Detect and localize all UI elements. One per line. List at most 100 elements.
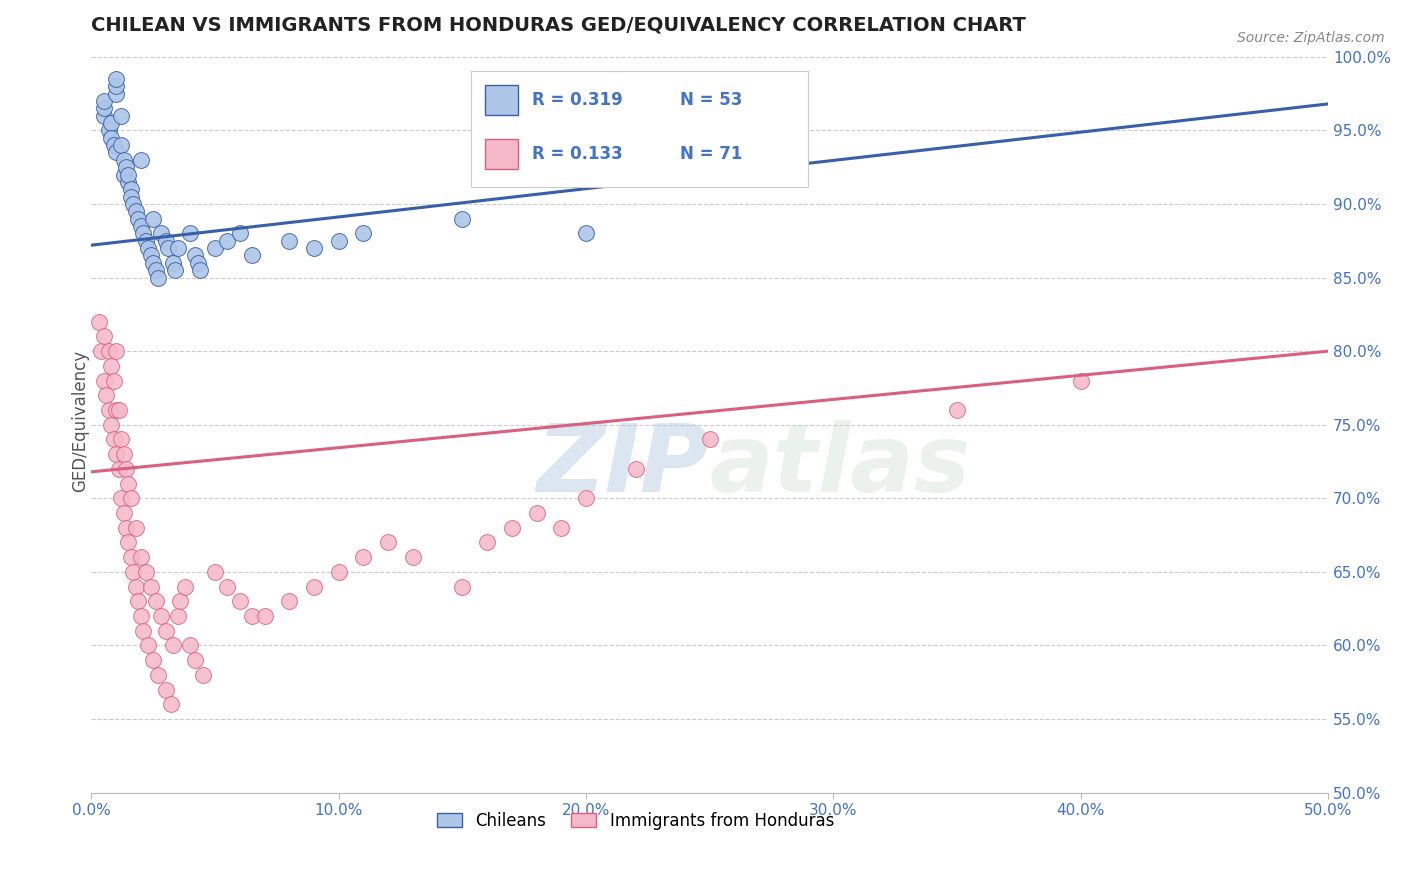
Text: Source: ZipAtlas.com: Source: ZipAtlas.com [1237, 31, 1385, 45]
Point [204, 565, 226, 579]
Point [100, 417, 122, 432]
Point [100, 359, 122, 373]
Point [110, 109, 132, 123]
Point [352, 227, 374, 241]
Point [129, 219, 152, 233]
Point [155, 682, 177, 697]
Point [229, 227, 252, 241]
Point [100, 116, 122, 130]
Point [112, 168, 135, 182]
Point [278, 234, 301, 248]
Point [117, 168, 139, 182]
Point [90, 344, 112, 359]
Point [328, 565, 350, 579]
Point [278, 594, 301, 608]
Point [188, 263, 211, 277]
Point [93, 329, 115, 343]
Point [103, 374, 125, 388]
Point [112, 447, 135, 461]
Point [174, 580, 197, 594]
Point [120, 189, 142, 203]
Point [110, 491, 132, 506]
Point [93, 374, 115, 388]
Point [110, 433, 132, 447]
Text: CHILEAN VS IMMIGRANTS FROM HONDURAS GED/EQUIVALENCY CORRELATION CHART: CHILEAN VS IMMIGRANTS FROM HONDURAS GED/… [91, 15, 1026, 34]
Text: R = 0.133: R = 0.133 [531, 145, 623, 162]
Point [575, 227, 598, 241]
Text: N = 53: N = 53 [681, 91, 742, 110]
Text: atlas: atlas [710, 419, 972, 512]
Point [253, 609, 276, 624]
Text: N = 71: N = 71 [681, 145, 742, 162]
Point [142, 211, 165, 226]
Point [139, 248, 162, 262]
Point [191, 668, 214, 682]
Point [96, 388, 118, 402]
Point [501, 521, 523, 535]
Point [451, 580, 474, 594]
Point [129, 550, 152, 565]
Text: R = 0.319: R = 0.319 [531, 91, 623, 110]
Point [103, 433, 125, 447]
Point [155, 624, 177, 638]
Point [129, 153, 152, 167]
Point [229, 594, 252, 608]
Point [302, 580, 325, 594]
Point [105, 447, 128, 461]
Point [624, 462, 647, 476]
Point [120, 182, 142, 196]
Point [120, 550, 142, 565]
Bar [485, 138, 519, 169]
Point [129, 609, 152, 624]
Point [125, 580, 148, 594]
Point [240, 609, 263, 624]
Point [127, 594, 149, 608]
Point [159, 698, 181, 712]
Point [402, 550, 425, 565]
Y-axis label: GED/Equivalency: GED/Equivalency [72, 350, 89, 492]
Point [105, 71, 128, 86]
Point [162, 639, 184, 653]
Point [105, 403, 128, 417]
Point [146, 668, 169, 682]
Point [217, 234, 239, 248]
Point [117, 175, 139, 189]
Point [162, 256, 184, 270]
Point [97, 123, 120, 137]
Point [1070, 374, 1092, 388]
Point [142, 256, 165, 270]
Point [115, 521, 138, 535]
Point [115, 160, 138, 174]
Point [146, 270, 169, 285]
Point [142, 653, 165, 667]
Point [155, 234, 177, 248]
Point [105, 344, 128, 359]
Bar [485, 86, 519, 115]
Point [112, 153, 135, 167]
Point [97, 344, 120, 359]
Point [105, 79, 128, 94]
Point [575, 491, 598, 506]
Point [149, 609, 172, 624]
Point [699, 433, 721, 447]
Point [132, 624, 155, 638]
Point [112, 506, 135, 520]
Point [107, 403, 129, 417]
Point [475, 535, 498, 549]
Point [87, 315, 110, 329]
Point [97, 403, 120, 417]
Point [352, 550, 374, 565]
Point [125, 204, 148, 219]
Point [302, 241, 325, 255]
Point [107, 462, 129, 476]
Point [328, 234, 350, 248]
Point [377, 535, 399, 549]
Point [117, 535, 139, 549]
Point [184, 653, 207, 667]
Point [93, 109, 115, 123]
Point [946, 403, 969, 417]
Legend: Chileans, Immigrants from Honduras: Chileans, Immigrants from Honduras [430, 805, 841, 837]
Point [115, 462, 138, 476]
Text: ZIP: ZIP [537, 419, 710, 512]
Point [120, 491, 142, 506]
